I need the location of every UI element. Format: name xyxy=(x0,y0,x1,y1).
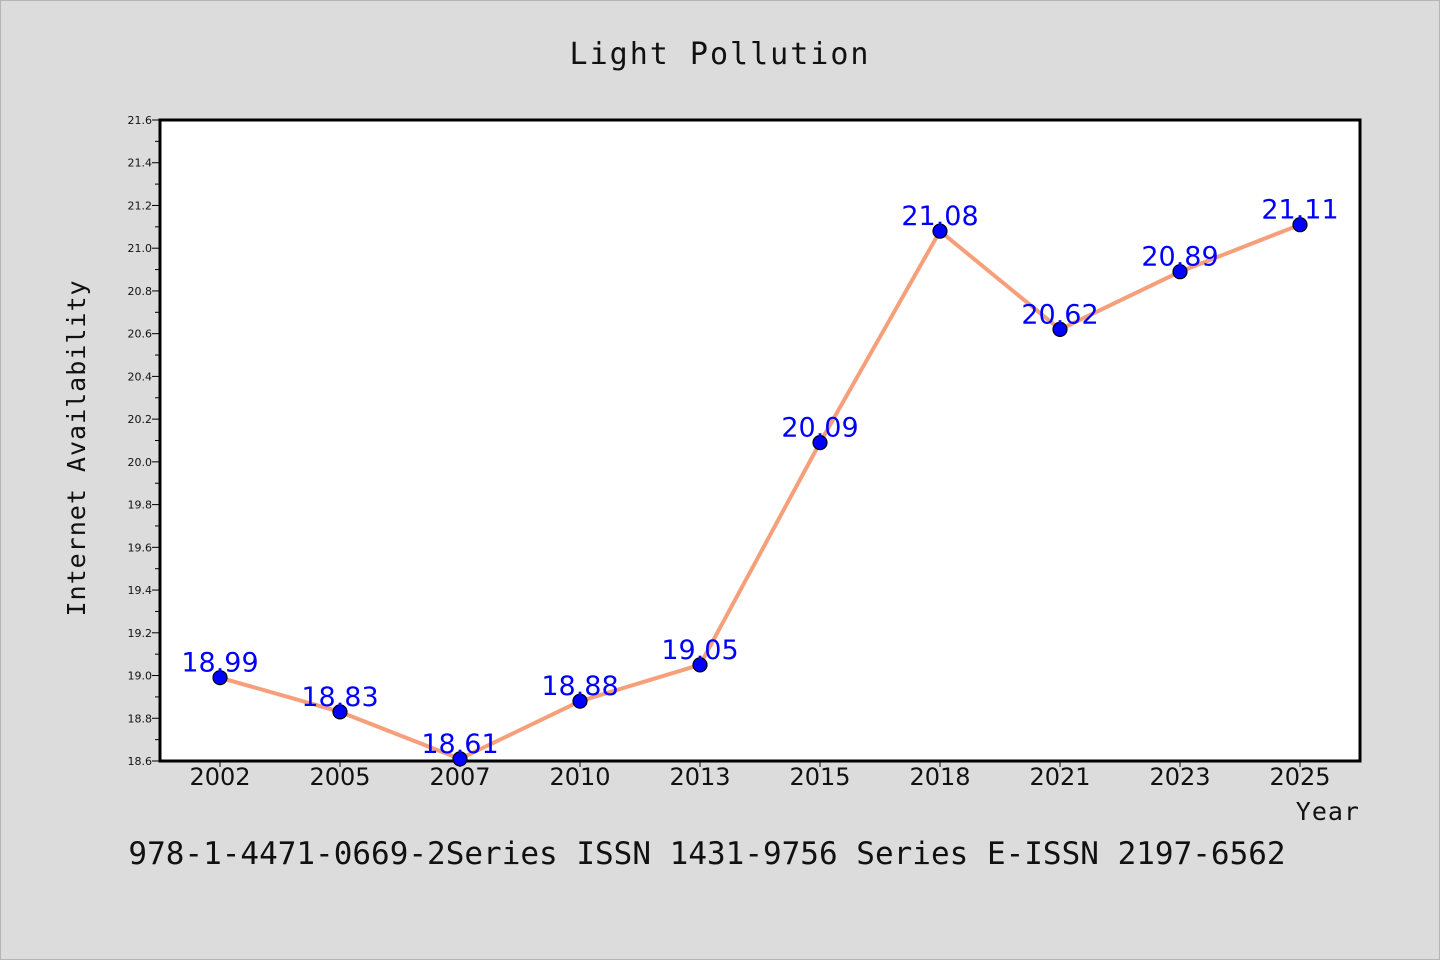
data-label: 21.08 xyxy=(901,201,978,232)
x-axis-ticks: 2002 2005 2007 2010 2013 2015 2018 2021 2023 2025 xyxy=(189,761,1331,791)
series-layer xyxy=(212,217,1308,767)
data-point-marker xyxy=(1172,264,1188,280)
y-tick-label: 20.2 xyxy=(128,413,153,426)
y-tick-label: 20.4 xyxy=(128,370,153,383)
plot-area xyxy=(158,118,1362,763)
data-point-marker xyxy=(452,751,468,767)
data-labels-layer: 18.99 18.83 18.61 18.88 19.05 20.09 21.08 20.62… xyxy=(181,195,1338,760)
data-point-marker xyxy=(932,223,948,239)
data-label: 18.83 xyxy=(301,682,378,713)
y-tick-label: 21.4 xyxy=(128,157,153,170)
data-label: 20.89 xyxy=(1141,242,1218,273)
x-tick-label: 2007 xyxy=(429,763,490,791)
y-tick-label: 20.8 xyxy=(128,285,153,298)
x-tick-label: 2013 xyxy=(669,763,730,791)
y-tick-label: 20.6 xyxy=(128,328,153,341)
data-label: 18.88 xyxy=(541,671,618,702)
x-tick-label: 2010 xyxy=(549,763,610,791)
x-axis-title: Year xyxy=(1296,797,1360,826)
data-point-marker xyxy=(692,657,708,673)
y-axis-title: Internet Availability xyxy=(62,279,91,616)
x-tick-label: 2015 xyxy=(789,763,850,791)
data-point-marker xyxy=(1292,217,1308,233)
x-tick-label: 2018 xyxy=(909,763,970,791)
chart-title: Light Pollution xyxy=(570,37,871,72)
data-label: 19.05 xyxy=(661,635,738,666)
x-tick-label: 2025 xyxy=(1269,763,1330,791)
y-tick-label: 18.6 xyxy=(128,755,153,768)
x-tick-label: 2005 xyxy=(309,763,370,791)
data-label: 18.99 xyxy=(181,648,258,679)
x-tick-label: 2002 xyxy=(189,763,250,791)
y-tick-label: 19.2 xyxy=(128,627,153,640)
y-tick-label: 19.8 xyxy=(128,499,153,512)
data-point-marker xyxy=(212,670,228,686)
y-tick-label: 21.6 xyxy=(128,114,153,127)
x-tick-label: 2021 xyxy=(1029,763,1090,791)
y-axis-ticks: 18.6 18.8 19.0 19.2 19.4 19.6 19.8 20.0 20.2 20.4… xyxy=(128,114,160,768)
y-tick-label: 19.6 xyxy=(128,541,153,554)
y-tick-label: 21.2 xyxy=(128,199,153,212)
y-tick-label: 19.0 xyxy=(128,670,153,683)
x-tick-label: 2023 xyxy=(1149,763,1210,791)
data-point-marker xyxy=(812,435,828,451)
data-point-marker xyxy=(572,693,588,709)
y-tick-label: 20.0 xyxy=(128,456,153,469)
data-label: 21.11 xyxy=(1261,195,1338,226)
y-tick-label: 19.4 xyxy=(128,584,153,597)
data-point-marker xyxy=(1052,321,1068,337)
data-label: 20.62 xyxy=(1021,299,1098,330)
series-line xyxy=(219,222,1301,761)
data-point-marker xyxy=(332,704,348,720)
y-tick-label: 21.0 xyxy=(128,242,153,255)
y-tick-label: 18.8 xyxy=(128,712,153,725)
footer-text: 978-1-4471-0669-2Series ISSN 1431-9756 S… xyxy=(128,836,1285,872)
data-label: 20.09 xyxy=(781,413,858,444)
data-label: 18.61 xyxy=(421,729,498,760)
